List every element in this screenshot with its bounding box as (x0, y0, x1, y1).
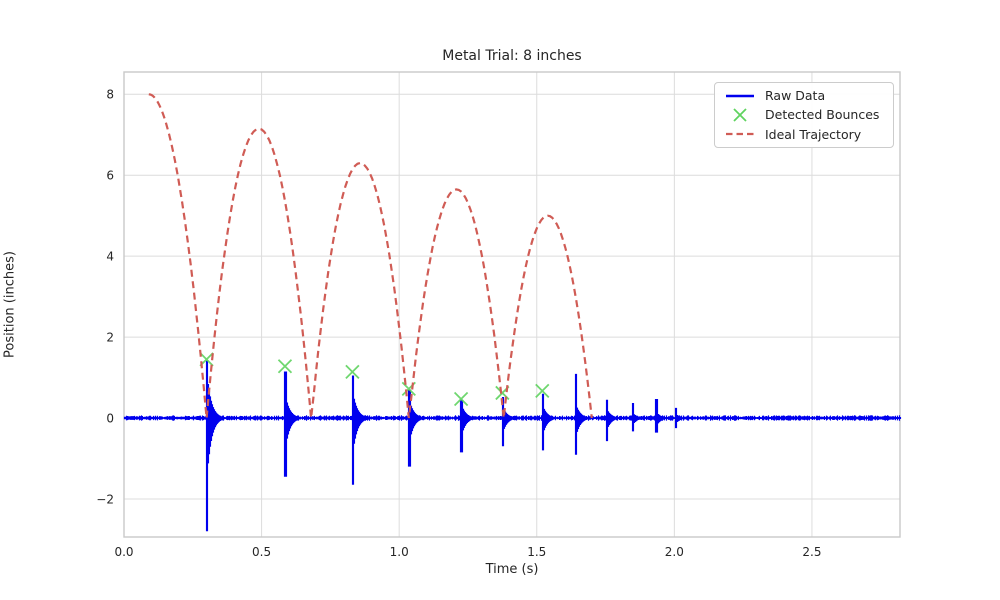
plot-border (123, 71, 901, 538)
x-tick-label: 0.0 (114, 545, 133, 559)
y-tick-label: 8 (106, 88, 114, 102)
raw-data-series (123, 360, 902, 532)
legend-label-detected-bounces: Detected Bounces (765, 107, 880, 123)
x-marker-icon (733, 108, 747, 122)
detected-bounce-markers (199, 352, 550, 407)
y-tick-label: 2 (106, 330, 114, 344)
dashed-line-icon (726, 133, 754, 136)
y-axis-label: Position (inches) (2, 251, 18, 358)
solid-line-icon (726, 94, 754, 97)
legend-entry-raw-data: Raw Data (723, 87, 885, 105)
x-tick-label: 1.5 (527, 545, 546, 559)
legend: Raw Data Detected Bounces Ideal Trajecto… (714, 82, 894, 148)
legend-entry-ideal-trajectory: Ideal Trajectory (723, 125, 885, 143)
x-tick-label: 0.5 (252, 545, 271, 559)
legend-label-ideal-trajectory: Ideal Trajectory (765, 126, 862, 142)
y-tick-label: 0 (106, 411, 114, 425)
y-tick-label: 4 (106, 249, 114, 263)
legend-label-raw-data: Raw Data (765, 88, 826, 104)
ideal-trajectory-series (148, 93, 593, 419)
legend-entry-detected-bounces: Detected Bounces (723, 106, 885, 124)
x-tick-label: 1.0 (390, 545, 409, 559)
y-tick-label: 6 (106, 168, 114, 182)
x-axis-label: Time (s) (485, 562, 539, 577)
y-tick-label: −2 (96, 492, 114, 506)
chart-title: Metal Trial: 8 inches (442, 48, 582, 64)
x-tick-label: 2.0 (665, 545, 684, 559)
x-tick-label: 2.5 (802, 545, 821, 559)
